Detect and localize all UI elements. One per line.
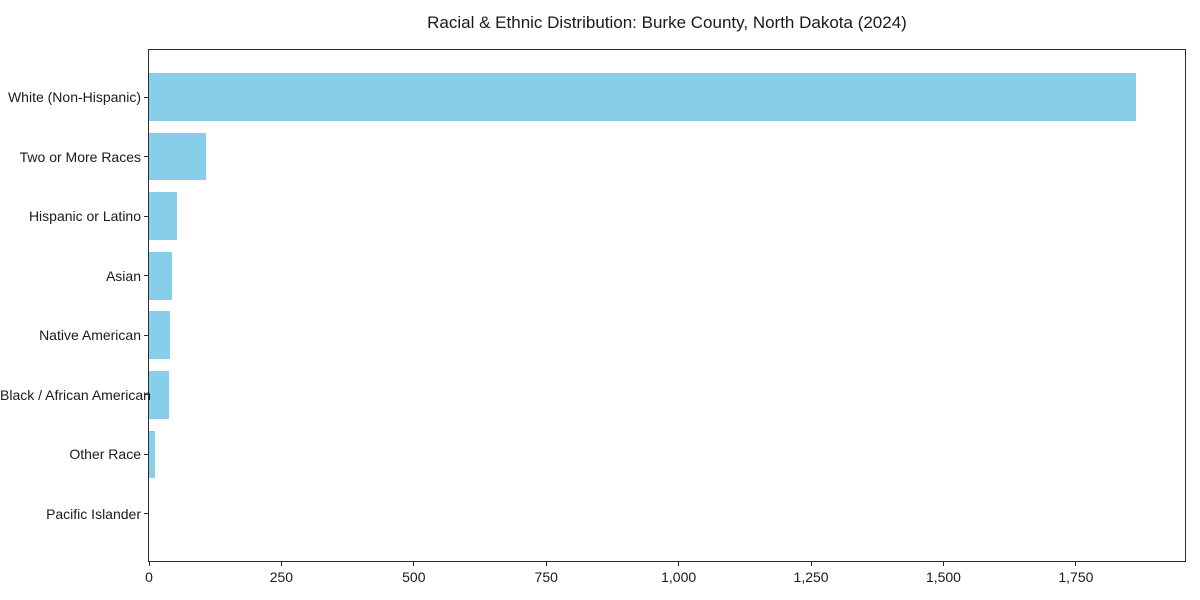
y-tick-mark xyxy=(144,156,148,158)
y-tick-mark xyxy=(144,453,148,455)
x-tick-label: 1,750 xyxy=(1058,569,1094,585)
x-tick-label: 0 xyxy=(145,569,153,585)
x-tick-mark xyxy=(280,562,282,566)
y-tick-mark xyxy=(144,513,148,515)
y-tick-label-black-african-american: Black / African American xyxy=(0,386,151,403)
y-tick-mark xyxy=(144,334,148,336)
x-tick-mark xyxy=(1075,562,1077,566)
x-tick-mark xyxy=(413,562,415,566)
x-tick-mark xyxy=(545,562,547,566)
y-tick-mark xyxy=(144,96,148,98)
y-tick-label-hispanic-or-latino: Hispanic or Latino xyxy=(28,208,141,225)
y-tick-label-pacific-islander: Pacific Islander xyxy=(46,505,141,522)
x-tick-label: 750 xyxy=(534,569,558,585)
y-tick-label-two-or-more-races: Two or More Races xyxy=(19,148,141,165)
bar-asian xyxy=(149,251,172,300)
y-tick-mark xyxy=(144,215,148,217)
y-tick-mark xyxy=(144,275,148,277)
x-tick-mark xyxy=(942,562,944,566)
bar-black-african-american xyxy=(149,371,169,419)
bar-two-or-more-races xyxy=(149,132,207,181)
plot-area xyxy=(148,49,1186,562)
y-tick-label-native-american: Native American xyxy=(39,327,141,344)
y-tick-label-asian: Asian xyxy=(105,267,141,284)
y-tick-label-other-race: Other Race xyxy=(69,446,141,463)
x-tick-mark xyxy=(678,562,680,566)
bar-native-american xyxy=(149,311,171,360)
bar-white-non-hispanic xyxy=(149,73,1136,121)
y-tick-mark xyxy=(144,394,148,396)
x-tick-label: 500 xyxy=(402,569,426,585)
x-tick-label: 1,250 xyxy=(793,569,829,585)
x-tick-label: 250 xyxy=(269,569,294,585)
x-tick-label: 1,000 xyxy=(661,569,697,585)
x-tick-label: 1,500 xyxy=(925,569,961,585)
bar-other-race xyxy=(149,430,156,479)
y-tick-label-white-non-hispanic: White (Non-Hispanic) xyxy=(7,89,141,106)
chart-title: Racial & Ethnic Distribution: Burke Coun… xyxy=(427,13,907,32)
x-tick-mark xyxy=(810,562,812,566)
x-tick-mark xyxy=(148,562,150,566)
bar-hispanic-or-latino xyxy=(149,192,178,240)
